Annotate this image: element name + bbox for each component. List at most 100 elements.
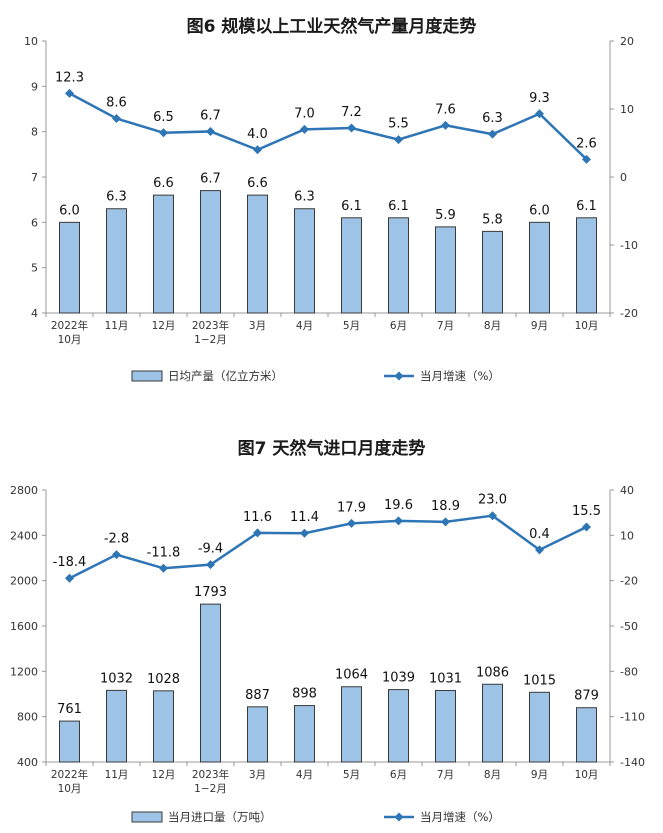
legend-bar-label: 日均产量（亿立方米）	[168, 369, 283, 383]
line-value-label: 12.3	[55, 70, 84, 85]
bar	[247, 194, 268, 314]
line-point	[488, 511, 497, 521]
bar-value-label: 6.1	[341, 199, 362, 214]
bar	[482, 683, 503, 763]
left-tick-label: 1200	[10, 665, 38, 678]
bar-value-label: 898	[292, 687, 317, 702]
line-point	[488, 129, 497, 139]
line-point	[582, 154, 591, 164]
bar-value-label: 1031	[429, 671, 462, 686]
legend-line-label: 当月增速（%）	[420, 810, 500, 824]
line-point	[535, 109, 544, 119]
line-point	[300, 528, 309, 538]
line-point	[394, 135, 403, 145]
legend-line-label: 当月增速（%）	[420, 369, 500, 383]
bar	[388, 217, 409, 314]
line-point	[112, 550, 121, 560]
line-point	[441, 120, 450, 130]
bar-value-label: 887	[245, 688, 270, 703]
left-tick-label: 5	[31, 262, 38, 275]
legend-bar-swatch	[131, 370, 163, 382]
left-tick-label: 6	[31, 216, 38, 229]
bar	[59, 720, 80, 763]
bar-value-label: 1032	[100, 671, 133, 686]
line-point	[206, 560, 215, 570]
line-point	[112, 114, 121, 124]
x-category-label: 9月	[531, 769, 548, 781]
right-tick-label: 10	[620, 103, 634, 116]
growth-line	[68, 514, 588, 580]
right-tick-label: -50	[620, 620, 638, 633]
bar	[388, 689, 409, 763]
bar-value-label: 6.1	[576, 199, 597, 214]
line-value-label: 9.3	[529, 91, 550, 106]
x-category-label: 5月	[343, 320, 360, 332]
left-tick-label: 1600	[10, 620, 38, 633]
line-point	[347, 123, 356, 133]
chart-1-plot: 4 5 6 7 8 9 10 -20 -10 0 10 20 2022年 10月 11月 12月 2023年 1−…	[24, 35, 638, 383]
x-category-label: 4月	[296, 320, 313, 332]
bar-value-label: 761	[57, 702, 82, 717]
line-value-label: 6.7	[200, 108, 221, 123]
bar	[576, 217, 597, 314]
bar	[294, 208, 315, 314]
bar	[59, 221, 80, 314]
bar-value-label: 5.8	[482, 212, 503, 227]
line-value-label: 18.9	[431, 499, 460, 514]
x-category-label: 10月	[58, 783, 82, 795]
line-point	[159, 563, 168, 573]
bar	[106, 208, 127, 314]
left-tick-label: 400	[17, 756, 38, 769]
x-category-label: 5月	[343, 769, 360, 781]
bar-value-label: 1028	[147, 672, 180, 687]
x-category-label: 1−2月	[194, 334, 227, 346]
line-value-label: 2.6	[576, 136, 597, 151]
line-value-label: 17.9	[337, 500, 366, 515]
bar	[153, 690, 174, 763]
bar-value-label: 6.6	[247, 176, 268, 191]
bar-value-label: 6.3	[106, 190, 127, 205]
chart-2-plot: 400 800 1200 1600 2000 2400 2800 -140 -110 -80 -50…	[10, 484, 645, 824]
left-tick-label: 9	[31, 80, 38, 93]
bar-value-label: 6.7	[200, 172, 221, 187]
line-value-label: -2.8	[104, 532, 129, 547]
x-category-label: 3月	[249, 769, 266, 781]
legend-bar-label: 当月进口量（万吨）	[168, 810, 272, 824]
line-value-label: 7.0	[294, 106, 315, 121]
line-point	[394, 516, 403, 526]
bar	[153, 194, 174, 314]
x-category-label: 1−2月	[194, 783, 227, 795]
bar-value-label: 1015	[523, 673, 556, 688]
right-tick-label: -20	[620, 307, 638, 320]
bar	[435, 226, 456, 314]
right-tick-label: 40	[620, 484, 634, 497]
left-tick-label: 8	[31, 126, 38, 139]
bar	[482, 230, 503, 314]
x-category-label: 2023年	[192, 319, 229, 332]
line-value-label: 7.2	[341, 105, 362, 120]
bar-value-label: 6.6	[153, 176, 174, 191]
x-category-label: 8月	[484, 769, 501, 781]
x-category-label: 12月	[152, 320, 176, 332]
line-point	[300, 124, 309, 134]
legend-line-marker	[394, 371, 404, 381]
line-point	[159, 128, 168, 138]
line-value-label: 6.3	[482, 111, 503, 126]
line-value-label: 7.6	[435, 102, 456, 117]
bar-value-label: 6.0	[529, 203, 550, 218]
bar	[106, 689, 127, 763]
line-point	[441, 517, 450, 527]
bar-value-label: 1064	[335, 668, 368, 683]
line-value-label: -9.4	[198, 542, 223, 557]
line-value-label: -11.8	[147, 545, 181, 560]
left-tick-label: 2000	[10, 575, 38, 588]
right-tick-label: -10	[620, 239, 638, 252]
bar-value-label: 1793	[194, 585, 227, 600]
x-category-label: 2022年	[51, 319, 88, 332]
bar	[294, 705, 315, 763]
bar-value-label: 5.9	[435, 208, 456, 223]
right-tick-label: -20	[620, 575, 638, 588]
legend-line-marker	[394, 812, 404, 822]
chart-1-title: 图6 规模以上工业天然气产量月度走势	[186, 17, 477, 37]
growth-line	[68, 92, 588, 161]
